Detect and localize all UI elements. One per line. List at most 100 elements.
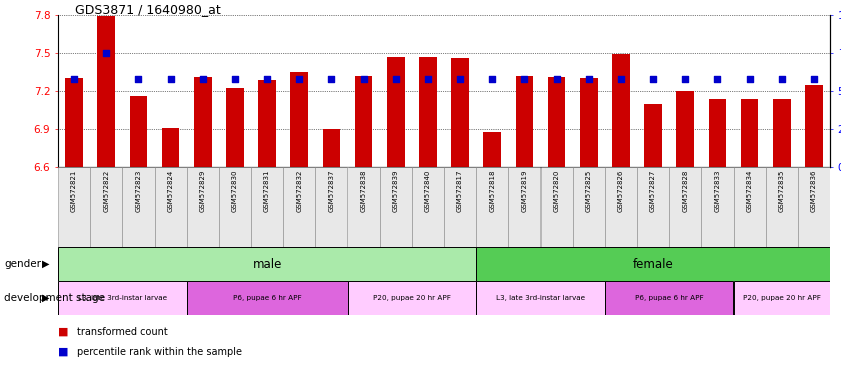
Bar — [669, 167, 701, 247]
Bar — [516, 76, 533, 167]
Point — [132, 76, 145, 82]
Point — [453, 76, 467, 82]
Bar — [419, 57, 436, 167]
Bar — [773, 99, 791, 167]
Point — [679, 76, 692, 82]
Text: GSM572817: GSM572817 — [457, 169, 463, 212]
Text: GSM572834: GSM572834 — [747, 169, 753, 212]
Text: P6, pupae 6 hr APF: P6, pupae 6 hr APF — [233, 295, 301, 301]
Text: ■: ■ — [58, 327, 68, 337]
Text: GSM572825: GSM572825 — [585, 169, 592, 212]
Text: GSM572820: GSM572820 — [553, 169, 559, 212]
Point — [743, 76, 756, 82]
Text: percentile rank within the sample: percentile rank within the sample — [77, 347, 241, 357]
Point — [228, 76, 241, 82]
Bar — [347, 167, 379, 247]
Bar — [58, 247, 476, 281]
Text: gender: gender — [4, 259, 41, 269]
Point — [196, 76, 209, 82]
Point — [550, 76, 563, 82]
Bar — [580, 78, 598, 167]
Bar — [676, 91, 694, 167]
Text: GSM572822: GSM572822 — [103, 169, 109, 212]
Text: L3, late 3rd-instar larvae: L3, late 3rd-instar larvae — [77, 295, 167, 301]
Bar — [66, 78, 83, 167]
Bar — [58, 281, 187, 315]
Bar — [805, 84, 822, 167]
Bar — [547, 77, 565, 167]
Bar — [612, 54, 630, 167]
Bar — [355, 76, 373, 167]
Bar — [637, 167, 669, 247]
Text: GSM572818: GSM572818 — [489, 169, 495, 212]
Bar — [315, 167, 347, 247]
Bar — [187, 281, 347, 315]
Bar — [323, 129, 341, 167]
Point — [518, 76, 532, 82]
Bar — [765, 167, 798, 247]
Text: GSM572837: GSM572837 — [329, 169, 335, 212]
Text: GSM572835: GSM572835 — [779, 169, 785, 212]
Point — [164, 76, 177, 82]
Point — [293, 76, 306, 82]
Text: GSM572828: GSM572828 — [682, 169, 688, 212]
Point — [647, 76, 660, 82]
Point — [325, 76, 338, 82]
Text: male: male — [252, 258, 282, 270]
Bar — [387, 57, 405, 167]
Text: GSM572840: GSM572840 — [425, 169, 431, 212]
Bar — [741, 99, 759, 167]
Text: GSM572826: GSM572826 — [618, 169, 624, 212]
Bar — [194, 77, 212, 167]
Bar — [644, 104, 662, 167]
Bar — [709, 99, 727, 167]
Bar — [476, 167, 508, 247]
Text: GSM572839: GSM572839 — [393, 169, 399, 212]
Point — [775, 76, 789, 82]
Bar — [798, 167, 830, 247]
Bar — [452, 58, 469, 167]
Bar — [283, 167, 315, 247]
Text: GSM572836: GSM572836 — [811, 169, 817, 212]
Text: ▶: ▶ — [42, 259, 50, 269]
Point — [357, 76, 370, 82]
Text: GSM572832: GSM572832 — [296, 169, 302, 212]
Point — [807, 76, 821, 82]
Bar — [251, 167, 283, 247]
Bar — [258, 79, 276, 167]
Bar — [733, 167, 765, 247]
Text: GSM572830: GSM572830 — [232, 169, 238, 212]
Bar — [347, 281, 476, 315]
Text: transformed count: transformed count — [77, 327, 167, 337]
Bar — [187, 167, 219, 247]
Text: P20, pupae 20 hr APF: P20, pupae 20 hr APF — [743, 295, 821, 301]
Bar — [508, 167, 541, 247]
Bar — [476, 247, 830, 281]
Point — [421, 76, 435, 82]
Bar — [98, 16, 115, 167]
Bar — [605, 167, 637, 247]
Text: P20, pupae 20 hr APF: P20, pupae 20 hr APF — [373, 295, 451, 301]
Bar — [412, 167, 444, 247]
Text: development stage: development stage — [4, 293, 105, 303]
Bar — [161, 128, 179, 167]
Bar — [605, 281, 733, 315]
Point — [582, 76, 595, 82]
Text: ▶: ▶ — [42, 293, 50, 303]
Point — [614, 76, 627, 82]
Text: P6, pupae 6 hr APF: P6, pupae 6 hr APF — [635, 295, 703, 301]
Text: GSM572831: GSM572831 — [264, 169, 270, 212]
Bar — [58, 167, 90, 247]
Bar — [379, 167, 412, 247]
Bar — [701, 167, 733, 247]
Bar — [573, 167, 605, 247]
Point — [67, 76, 81, 82]
Point — [99, 50, 113, 56]
Bar — [155, 167, 187, 247]
Bar — [219, 167, 251, 247]
Bar — [90, 167, 122, 247]
Bar — [733, 281, 830, 315]
Text: ■: ■ — [58, 347, 68, 357]
Text: GSM572829: GSM572829 — [200, 169, 206, 212]
Bar — [290, 72, 308, 167]
